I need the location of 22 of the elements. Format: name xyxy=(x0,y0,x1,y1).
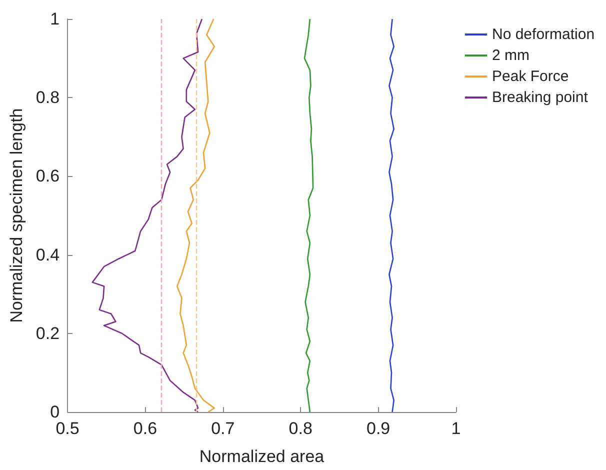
y-tick-label: 0 xyxy=(50,402,60,422)
line-series xyxy=(304,18,314,413)
legend-label: Peak Force xyxy=(492,68,569,85)
legend-label: No deformation xyxy=(492,26,595,43)
y-tick-label: 0.8 xyxy=(36,88,60,108)
line-series xyxy=(176,18,216,413)
y-tick-label: 0.4 xyxy=(36,245,60,264)
line-series xyxy=(388,18,394,413)
legend-label: 2 mm xyxy=(492,47,530,64)
y-tick-label: 1 xyxy=(50,10,60,28)
y-axis-title: Normalized specimen length xyxy=(7,108,26,323)
x-axis-title: Normalized area xyxy=(199,447,325,466)
y-tick-label: 0.6 xyxy=(36,166,60,186)
x-tick-label: 0.8 xyxy=(288,419,312,438)
x-tick-label: 0.9 xyxy=(366,419,390,438)
x-tick-label: 0.6 xyxy=(133,419,158,438)
y-tick-label: 0.2 xyxy=(36,324,60,343)
x-tick-label: 1 xyxy=(451,419,461,438)
line-series xyxy=(92,18,203,413)
x-tick-label: 0.7 xyxy=(211,419,235,438)
legend-label: Breaking point xyxy=(492,89,589,106)
x-tick-label: 0.5 xyxy=(56,419,80,438)
